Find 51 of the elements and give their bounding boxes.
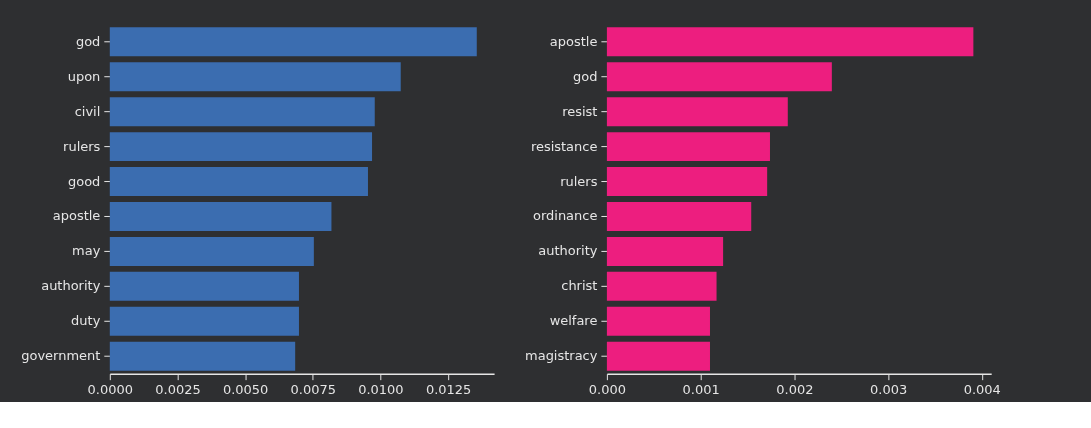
x-tick-label: 0.0100 <box>358 382 404 398</box>
bar <box>109 236 314 266</box>
x-tick-label: 0.001 <box>682 382 720 398</box>
bar <box>606 167 768 197</box>
y-tick-label: civil <box>74 103 101 119</box>
bar <box>109 341 296 371</box>
y-tick-label: resistance <box>530 138 598 154</box>
bar <box>109 97 375 127</box>
y-tick-label: authority <box>41 278 101 294</box>
x-tick-label: 0.003 <box>870 382 908 398</box>
y-tick-label: magistracy <box>525 348 598 364</box>
bar <box>109 167 368 197</box>
y-tick-label: duty <box>71 313 101 329</box>
bar <box>109 202 332 231</box>
y-tick-label: welfare <box>549 313 598 329</box>
y-tick-label: resist <box>562 103 598 119</box>
x-tick-label: 0.000 <box>588 382 626 398</box>
bar <box>606 306 710 336</box>
bar <box>606 27 974 57</box>
bar <box>606 271 717 301</box>
bar <box>606 97 788 127</box>
y-tick-label: government <box>21 348 101 364</box>
bar <box>606 132 770 162</box>
x-tick-label: 0.002 <box>776 382 814 398</box>
y-tick-label: upon <box>67 68 101 84</box>
x-tick-label: 0.0000 <box>87 382 133 398</box>
bar <box>109 27 477 57</box>
y-tick-label: may <box>72 243 101 259</box>
bar <box>606 62 832 92</box>
y-tick-label: rulers <box>63 138 101 154</box>
y-tick-label: christ <box>561 278 598 294</box>
x-tick-label: 0.0050 <box>222 382 269 398</box>
bar <box>606 202 752 231</box>
y-tick-label: good <box>67 173 101 189</box>
y-tick-label: authority <box>538 243 598 259</box>
y-tick-label: god <box>573 68 598 84</box>
bar <box>606 236 724 266</box>
y-tick-label: apostle <box>549 33 598 49</box>
bar <box>606 341 710 371</box>
x-tick-label: 0.0025 <box>155 382 201 398</box>
x-tick-label: 0.0125 <box>425 382 472 398</box>
y-tick-label: god <box>75 33 101 49</box>
bar <box>109 271 299 301</box>
y-tick-label: ordinance <box>533 208 598 224</box>
x-tick-label: 0.004 <box>963 382 1001 398</box>
y-tick-label: rulers <box>560 173 598 189</box>
bar <box>109 132 373 162</box>
bar <box>109 62 401 92</box>
bar <box>109 306 299 336</box>
x-tick-label: 0.0075 <box>290 382 336 398</box>
y-tick-label: apostle <box>52 208 101 224</box>
